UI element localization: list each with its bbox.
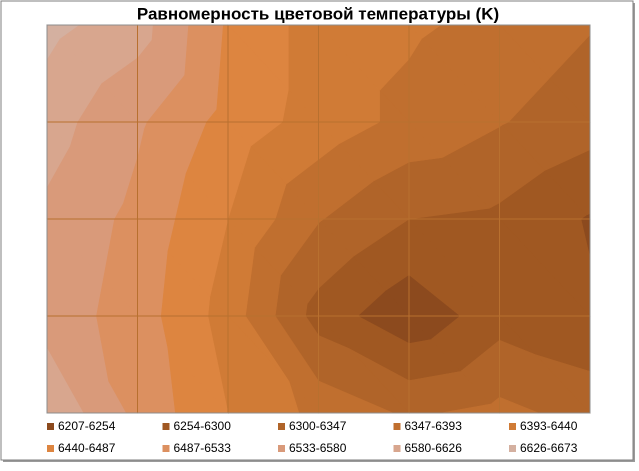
legend-swatch [509,445,516,452]
legend-swatch [162,423,170,430]
legend-swatch [278,423,285,430]
legend-label: 6393-6440 [520,419,578,433]
legend-label: 6533-6580 [289,441,347,455]
plot-border [46,24,591,414]
legend-label: 6347-6393 [405,419,463,433]
legend-swatch [47,445,54,452]
cell-grid [46,24,591,414]
legend-label: 6580-6626 [405,441,463,455]
legend-swatch [162,445,170,452]
legend: 6207-6254 6254-6300 6300-6347 6347-6393 6393… [47,419,578,455]
legend-label: 6300-6347 [289,419,347,433]
legend-swatch [393,445,401,452]
legend-label: 6626-6673 [520,441,578,455]
legend-swatch [47,423,54,430]
legend-swatch [509,423,516,430]
chart-title: Равномерность цветовой температуры (K) [137,4,499,23]
legend-label: 6207-6254 [58,419,116,433]
legend-label: 6440-6487 [58,441,116,455]
plot-area [46,24,591,414]
legend-label: 6254-6300 [174,419,232,433]
legend-swatch [393,423,401,430]
legend-swatch [278,445,285,452]
legend-label: 6487-6533 [174,441,232,455]
